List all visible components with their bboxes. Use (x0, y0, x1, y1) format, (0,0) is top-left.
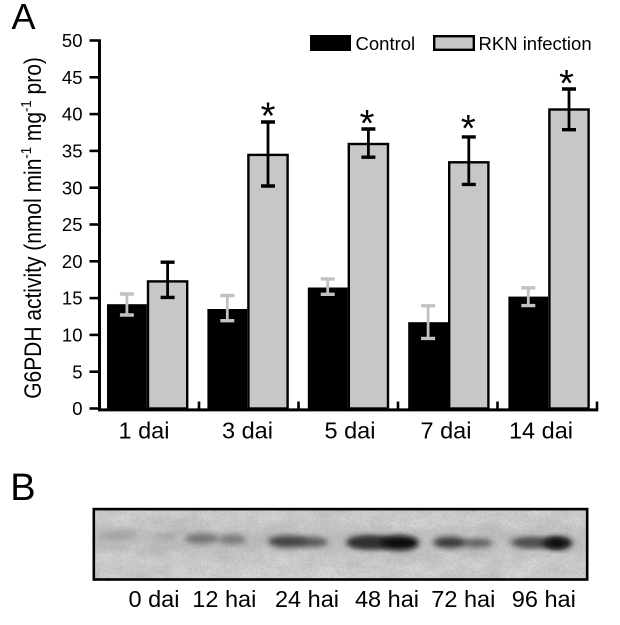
svg-text:*: * (461, 108, 476, 150)
svg-text:*: * (261, 95, 276, 137)
svg-text:5: 5 (72, 361, 82, 382)
svg-text:Control: Control (356, 33, 416, 54)
svg-text:7 dai: 7 dai (421, 418, 472, 444)
svg-text:48 hai: 48 hai (355, 586, 419, 612)
svg-text:*: * (360, 103, 375, 145)
svg-text:0 dai: 0 dai (129, 586, 180, 612)
svg-text:25: 25 (62, 214, 83, 235)
svg-text:14 dai: 14 dai (509, 418, 573, 444)
svg-text:RKN infection: RKN infection (479, 33, 592, 54)
svg-text:A: A (12, 0, 36, 37)
svg-text:40: 40 (62, 104, 83, 125)
svg-text:35: 35 (62, 141, 83, 162)
svg-text:3 dai: 3 dai (222, 418, 273, 444)
svg-text:12 hai: 12 hai (192, 586, 256, 612)
svg-text:1 dai: 1 dai (119, 418, 170, 444)
svg-text:15: 15 (62, 288, 83, 309)
svg-text:B: B (10, 467, 35, 509)
svg-text:10: 10 (62, 325, 83, 346)
svg-text:5 dai: 5 dai (325, 418, 376, 444)
svg-text:45: 45 (62, 67, 83, 88)
svg-text:50: 50 (62, 30, 83, 51)
svg-text:24 hai: 24 hai (275, 586, 339, 612)
svg-text:G6PDH activity (nmol min-1 mg-: G6PDH activity (nmol min-1 mg-1 pro) (17, 57, 46, 399)
svg-text:72 hai: 72 hai (431, 586, 495, 612)
svg-text:0: 0 (72, 398, 82, 419)
svg-text:20: 20 (62, 251, 83, 272)
svg-text:*: * (559, 63, 574, 105)
svg-text:30: 30 (62, 177, 83, 198)
svg-text:96 hai: 96 hai (512, 586, 576, 612)
